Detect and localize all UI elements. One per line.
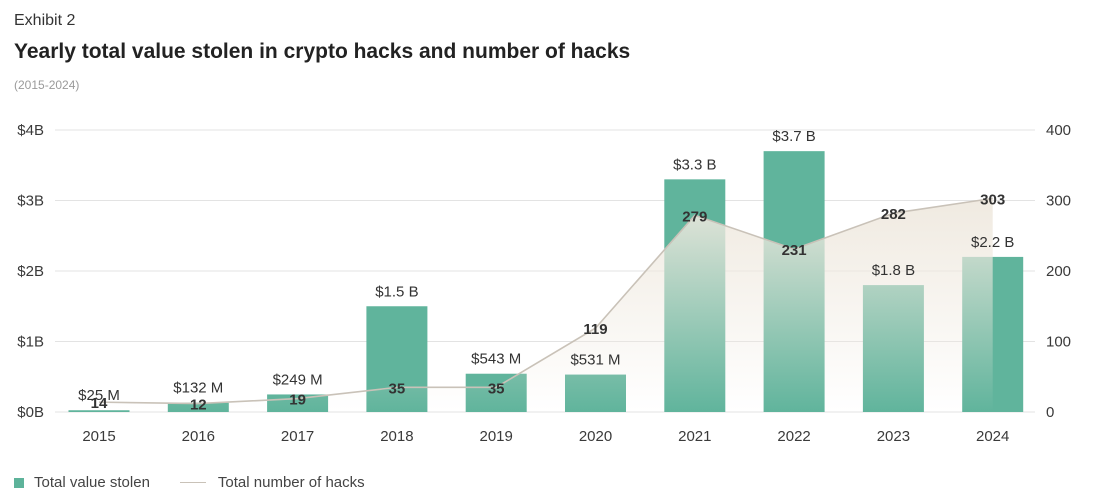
line-value-label: 35: [488, 380, 505, 397]
line-value-label: 19: [289, 392, 306, 409]
bar-value-label: $1.8 B: [872, 262, 915, 279]
x-tick-label: 2016: [182, 428, 215, 445]
x-tick-label: 2021: [678, 428, 711, 445]
chart-canvas: $0B $1B $2B $3B $4B 0 100 200 300 400 $25 M $132 M $…: [17, 122, 1071, 445]
legend-bar-swatch: [14, 477, 24, 488]
y-right-tick-label: 300: [1046, 193, 1071, 210]
legend-bar-label: Total value stolen: [34, 474, 150, 491]
legend: Total value stolen Total number of hacks: [14, 474, 395, 491]
legend-item-line: Total number of hacks: [179, 474, 365, 491]
legend-item-bars: Total value stolen: [14, 474, 150, 491]
legend-line-swatch: [179, 482, 206, 483]
x-tick-label: 2017: [281, 428, 314, 445]
line-value-label: 12: [190, 397, 207, 414]
line-value-label: 231: [782, 242, 807, 259]
x-tick-label: 2022: [777, 428, 810, 445]
y-right-tick-label: 200: [1046, 263, 1071, 280]
x-tick-label: 2023: [877, 428, 910, 445]
line-area: [99, 198, 993, 412]
y-left-tick-label: $3B: [17, 193, 44, 210]
bar-value-label: $249 M: [273, 371, 323, 388]
x-tick-label: 2019: [480, 428, 513, 445]
y-left-tick-label: $0B: [17, 404, 44, 421]
y-right-tick-label: 100: [1046, 334, 1071, 351]
y-right-tick-label: 0: [1046, 404, 1054, 421]
y-left-tick-label: $2B: [17, 263, 44, 280]
chart-title: Yearly total value stolen in crypto hack…: [14, 40, 631, 63]
line-value-label: 14: [91, 395, 108, 412]
bar-value-label: $1.5 B: [375, 283, 418, 300]
legend-line-label: Total number of hacks: [217, 474, 365, 491]
x-tick-label: 2018: [380, 428, 413, 445]
line-value-label: 303: [980, 191, 1005, 208]
chart-subtitle: (2015-2024): [14, 78, 80, 92]
bar-value-label: $3.7 B: [772, 128, 815, 145]
x-tick-label: 2020: [579, 428, 612, 445]
hacks-line: [98, 197, 993, 405]
x-tick-label: 2024: [976, 428, 1009, 445]
bar-value-label: $531 M: [570, 352, 620, 369]
bar-value-label: $543 M: [471, 351, 521, 368]
line-value-label: 282: [881, 206, 906, 223]
exhibit-label: Exhibit 2: [14, 12, 76, 29]
bar-value-label: $3.3 B: [673, 156, 716, 173]
y-left-tick-label: $4B: [17, 122, 44, 139]
bar-value-label: $2.2 B: [971, 234, 1014, 251]
x-tick-label: 2015: [82, 428, 115, 445]
y-right-tick-label: 400: [1046, 122, 1071, 139]
line-value-label: 119: [583, 321, 607, 338]
bar-value-label: $25 M: [78, 387, 120, 404]
line-value-label: 35: [389, 380, 406, 397]
y-left-tick-label: $1B: [17, 334, 44, 351]
line-value-label: 279: [682, 208, 707, 225]
bar-value-label: $132 M: [173, 380, 223, 397]
